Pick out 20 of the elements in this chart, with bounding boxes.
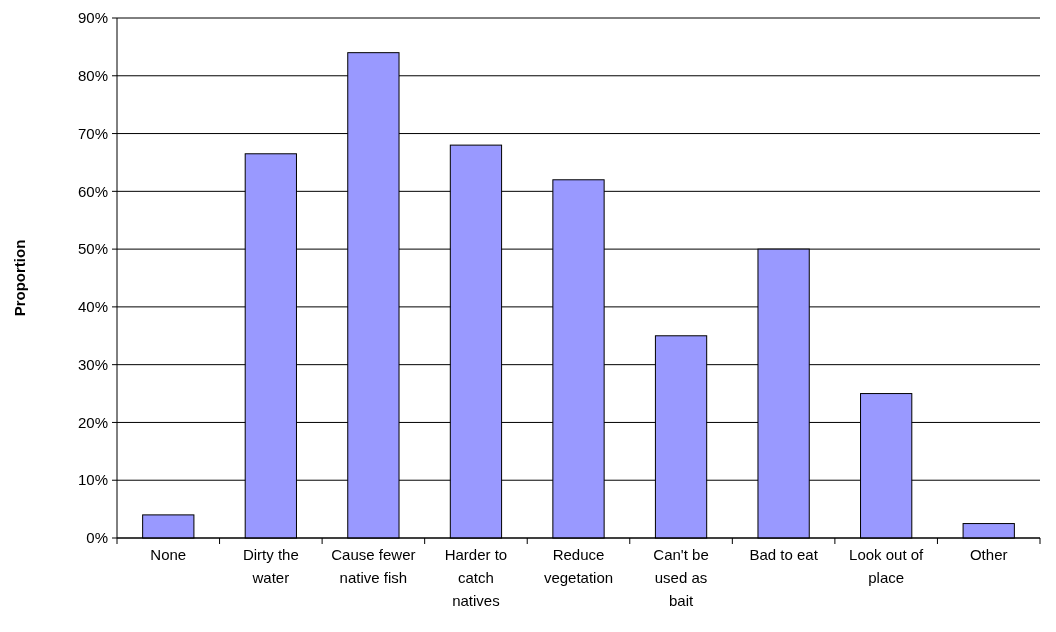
y-tick-label: 10% bbox=[77, 471, 108, 489]
x-tick-label: Other bbox=[969, 546, 1008, 563]
y-tick-label: 80% bbox=[77, 67, 108, 85]
y-tick-label: 90% bbox=[77, 9, 108, 27]
x-tick-label: Cause fewer native fish bbox=[331, 546, 416, 586]
x-tick-label: None bbox=[150, 546, 187, 563]
y-tick-label: 60% bbox=[77, 182, 108, 200]
y-tick-label: 70% bbox=[77, 124, 108, 142]
y-tick-label: 40% bbox=[77, 298, 108, 316]
y-tick-label: 50% bbox=[77, 240, 108, 258]
y-tick-label: 0% bbox=[86, 529, 108, 547]
x-tick-label: Reduce vegetation bbox=[543, 546, 614, 586]
y-tick-label: 20% bbox=[77, 413, 108, 431]
x-tick-label: Bad to eat bbox=[749, 546, 819, 563]
x-tick-label: Look out of place bbox=[849, 546, 925, 586]
x-tick-label: Harder to catch natives bbox=[444, 546, 508, 609]
y-axis-title: Proportion bbox=[11, 239, 28, 317]
y-tick-label: 30% bbox=[77, 355, 108, 373]
x-tick-label: Dirty the water bbox=[242, 546, 299, 586]
x-tick-label: Can't be used as bait bbox=[653, 546, 709, 609]
